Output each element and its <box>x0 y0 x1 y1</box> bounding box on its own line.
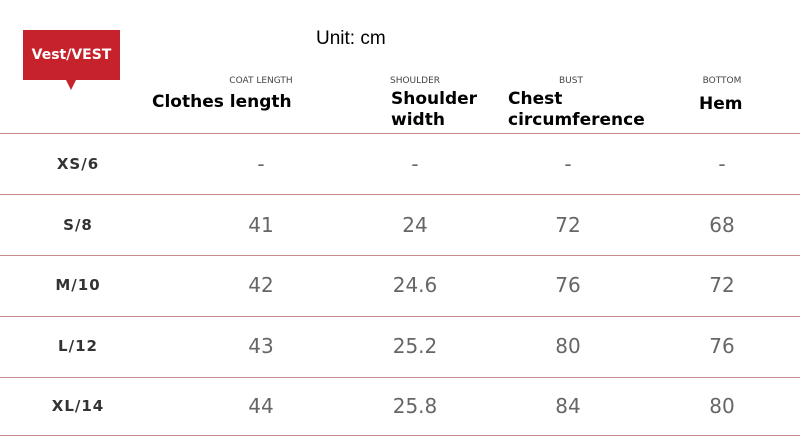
column-header: Chest circumference <box>508 89 645 130</box>
table-cell: 76 <box>709 333 735 358</box>
unit-label: Unit: cm <box>316 28 386 49</box>
table-cell: 24 <box>402 212 428 237</box>
table-cell: 41 <box>248 212 274 237</box>
row-divider <box>0 194 800 195</box>
table-cell: 25.2 <box>392 333 438 358</box>
table-cell: - <box>718 152 726 176</box>
column-header-en: SHOULDER <box>389 76 441 86</box>
column-header-en: BOTTOM <box>702 76 742 86</box>
size-label: XS/6 <box>56 155 100 173</box>
table-cell: 24.6 <box>392 273 438 297</box>
size-label: XL/14 <box>51 397 105 415</box>
table-cell: 72 <box>555 212 581 237</box>
table-cell: 25.8 <box>392 394 438 418</box>
table-cell: 43 <box>248 333 274 358</box>
row-divider <box>0 316 800 317</box>
badge-pointer <box>66 80 76 90</box>
column-header: Hem <box>699 94 743 114</box>
table-cell: - <box>564 152 572 176</box>
table-cell: 42 <box>248 273 274 297</box>
category-badge: Vest/VEST <box>23 30 120 80</box>
table-cell: 80 <box>555 333 581 358</box>
table-cell: 72 <box>709 273 735 297</box>
table-cell: - <box>257 152 265 176</box>
table-cell: 84 <box>555 394 581 418</box>
column-header: Clothes length <box>152 92 292 112</box>
table-cell: 44 <box>248 394 274 418</box>
row-divider <box>0 133 800 134</box>
row-divider <box>0 255 800 256</box>
column-header-en: BUST <box>559 76 583 86</box>
column-header-en: COAT LENGTH <box>229 76 293 86</box>
size-label: S/8 <box>63 215 93 234</box>
row-divider <box>0 377 800 378</box>
table-cell: 76 <box>555 273 581 297</box>
column-header: Shoulder width <box>391 89 478 130</box>
table-cell: 68 <box>709 212 735 237</box>
table-cell: 80 <box>709 394 735 418</box>
size-label: L/12 <box>58 336 98 355</box>
table-cell: - <box>411 152 419 176</box>
size-label: M/10 <box>55 276 101 294</box>
